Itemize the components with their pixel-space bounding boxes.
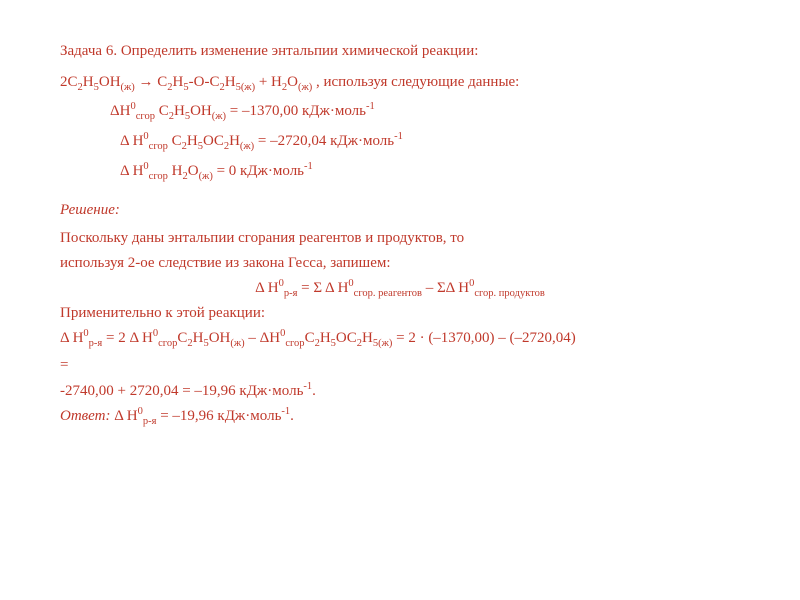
solution-header: Решение: [60,199,740,222]
reaction-prefix: 2C [60,74,78,90]
hess-formula: Δ H0р-я = Σ Δ H0сгор. реагентов – ΣΔ H0с… [60,276,740,302]
data-line-1: ΔH0сгор C2H5OH(ж) = –1370,00 кДж·моль-1 [60,99,740,125]
problem-title: Задача 6. Определить изменение энтальпии… [60,40,740,63]
apply-text: Применительно к этой реакции: [60,302,740,325]
calc-line-2: -2740,00 + 2720,04 = –19,96 кДж·моль-1. [60,379,740,403]
problem-title-text: Определить изменение энтальпии химическо… [121,43,479,59]
answer-line: Ответ: Δ H0р-я = –19,96 кДж·моль-1. [60,404,740,430]
problem-number: Задача 6. [60,43,117,59]
answer-label: Ответ: [60,408,110,424]
solution-intro-1: Поскольку даны энтальпии сгорания реаген… [60,227,740,250]
reaction-line: 2C2H5OH(ж) → C2H5-O-C2H5(ж) + H2O(ж) , и… [60,71,740,96]
solution-intro-2: используя 2-ое следствие из закона Гесса… [60,252,740,275]
calc-line-1: Δ H0р-я = 2 Δ H0сгорC2H5OH(ж) – ΔH0сгорC… [60,326,740,352]
data-line-3: Δ H0сгор H2O(ж) = 0 кДж·моль-1 [60,159,740,185]
calc-line-1b: = [60,354,740,377]
data-line-2: Δ H0сгор C2H5OC2H(ж) = –2720,04 кДж·моль… [60,129,740,155]
